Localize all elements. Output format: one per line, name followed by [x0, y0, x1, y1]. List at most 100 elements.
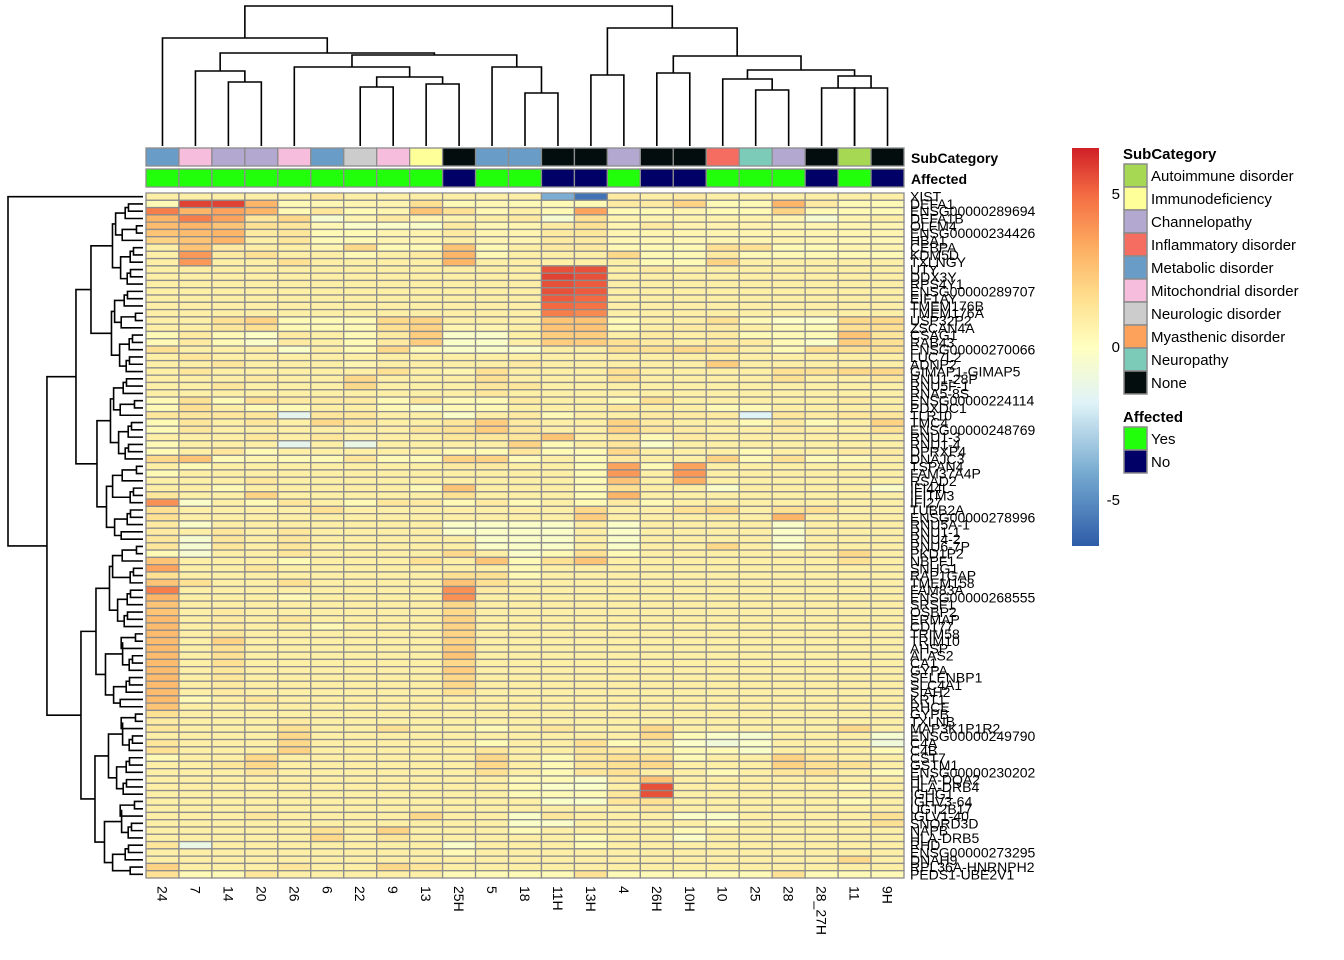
row-label: UTY	[910, 262, 939, 278]
heatmap-cell	[441, 789, 477, 799]
row-label: DEFA1	[910, 196, 955, 212]
heatmap-cell	[277, 695, 312, 704]
row-label: GSTM1	[910, 757, 958, 773]
heatmap-cell	[639, 826, 674, 835]
heatmap-cell	[606, 469, 641, 478]
heatmap-cell	[507, 826, 543, 835]
heatmap-cell	[540, 206, 576, 216]
heatmap-cell	[441, 797, 477, 806]
heatmap-cell	[376, 629, 411, 639]
heatmap-cell	[672, 236, 707, 245]
row-label: RAP1GAP	[910, 568, 976, 584]
heatmap-cell	[244, 870, 279, 879]
heatmap-cell	[277, 534, 312, 544]
heatmap-cell	[738, 308, 773, 318]
subcategory-annotation-cell	[540, 147, 576, 167]
heatmap-cell	[672, 265, 707, 274]
heatmap-cell	[211, 279, 246, 289]
heatmap-cell	[738, 615, 773, 624]
heatmap-cell	[277, 615, 312, 624]
heatmap-cell	[837, 862, 872, 872]
heatmap-cell	[540, 192, 576, 201]
heatmap-cell	[211, 615, 246, 624]
heatmap-cell	[507, 440, 543, 449]
heatmap-cell	[705, 250, 740, 260]
heatmap-cell	[244, 323, 279, 333]
heatmap-cell	[738, 819, 773, 828]
heatmap-cell	[540, 389, 576, 398]
heatmap-cell	[738, 797, 773, 806]
heatmap-cell	[540, 731, 576, 741]
heatmap-cell	[606, 680, 641, 690]
heatmap-cell	[705, 549, 740, 559]
heatmap-cell	[705, 607, 740, 617]
heatmap-cell	[244, 717, 279, 726]
heatmap-cell	[277, 870, 312, 879]
heatmap-cell	[343, 330, 378, 340]
dendrogram-branch	[80, 630, 96, 800]
heatmap-cell	[178, 505, 213, 515]
heatmap-cell	[277, 461, 312, 471]
heatmap-cell	[145, 527, 180, 537]
heatmap-cell	[639, 855, 674, 865]
heatmap-cell	[211, 214, 246, 223]
heatmap-cell	[474, 709, 510, 719]
heatmap-cell	[145, 709, 180, 719]
heatmap-cell	[573, 797, 609, 806]
heatmap-cell	[672, 410, 707, 420]
heatmap-cell	[310, 345, 345, 354]
heatmap-cell	[343, 724, 378, 733]
heatmap-cell	[343, 622, 378, 631]
heatmap-cell	[376, 695, 411, 704]
heatmap-cell	[343, 731, 378, 741]
dendrogram-branch	[359, 86, 394, 146]
dendrogram-branch	[125, 378, 143, 387]
heatmap-cell	[606, 192, 641, 201]
heatmap-cell	[837, 811, 872, 821]
heatmap-cell	[837, 483, 872, 493]
heatmap-cell	[738, 476, 773, 486]
heatmap-cell	[606, 491, 641, 500]
heatmap-cell	[771, 330, 806, 340]
heatmap-cell	[870, 257, 905, 267]
heatmap-cell	[441, 870, 477, 879]
heatmap-cell	[606, 804, 641, 814]
heatmap-cell	[474, 651, 510, 661]
heatmap-cell	[837, 381, 872, 391]
heatmap-cell	[244, 425, 279, 435]
heatmap-cell	[573, 469, 609, 478]
heatmap-cell	[409, 461, 444, 471]
heatmap-cell	[376, 410, 411, 420]
heatmap-cell	[376, 265, 411, 274]
row-label: DEFA1B	[910, 211, 964, 227]
heatmap-cell	[145, 520, 180, 529]
heatmap-cell	[211, 724, 246, 733]
heatmap-cell	[672, 352, 707, 362]
heatmap-cell	[837, 279, 872, 289]
heatmap-cell	[672, 826, 707, 835]
heatmap-cell	[507, 403, 543, 413]
heatmap-cell	[540, 687, 576, 697]
heatmap-cell	[409, 316, 444, 325]
heatmap-cell	[573, 840, 609, 850]
heatmap-cell	[837, 440, 872, 449]
heatmap-cell	[870, 192, 905, 201]
heatmap-cell	[178, 789, 213, 799]
heatmap-cell	[837, 272, 872, 282]
heatmap-cell	[870, 563, 905, 573]
heatmap-cell	[672, 680, 707, 690]
heatmap-cell	[870, 549, 905, 559]
heatmap-cell	[343, 476, 378, 486]
heatmap-cell	[639, 483, 674, 493]
heatmap-cell	[474, 265, 510, 274]
heatmap-cell	[474, 389, 510, 398]
affected-annotation-cell	[244, 168, 279, 188]
heatmap-cell	[178, 381, 213, 391]
heatmap-cell	[277, 753, 312, 763]
row-label: C4A	[910, 735, 938, 751]
column-label: 10	[715, 886, 731, 902]
heatmap-cell	[705, 279, 740, 289]
heatmap-cell	[244, 505, 279, 515]
dendrogram-branch	[227, 81, 263, 146]
heatmap-cell	[540, 556, 576, 566]
